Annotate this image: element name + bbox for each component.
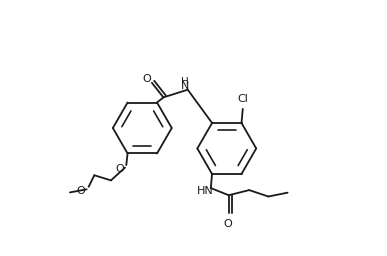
Text: H: H: [181, 77, 189, 87]
Text: O: O: [142, 74, 151, 84]
Text: O: O: [223, 219, 232, 229]
Text: HN: HN: [197, 186, 214, 196]
Text: O: O: [77, 186, 86, 196]
Text: Cl: Cl: [237, 94, 248, 104]
Text: O: O: [115, 164, 124, 174]
Text: N: N: [181, 81, 189, 91]
